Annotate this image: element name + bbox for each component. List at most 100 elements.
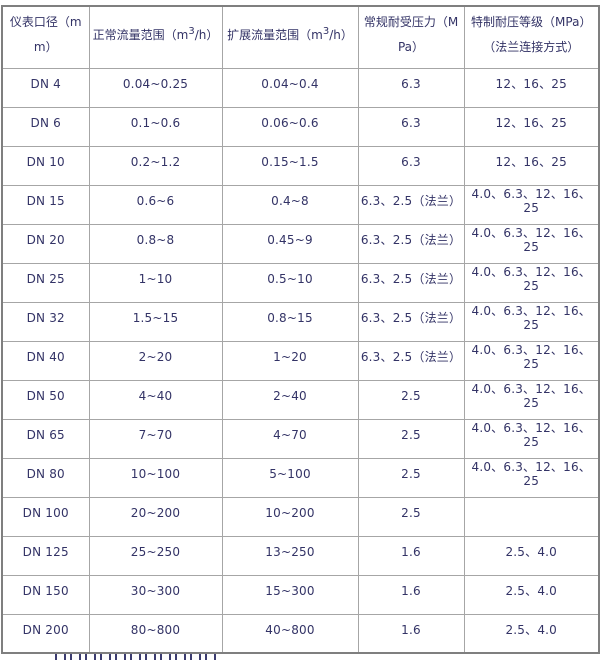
table-cell: 6.3、2.5（法兰） [357,340,465,381]
header-standard-pressure: 常规耐受压力（MPa） [357,5,465,69]
table-cell: 4.0、6.3、12、16、25 [463,457,600,498]
table-row: DN 6 0.1~0.6 0.06~0.6 6.3 12、16、25 [1,106,600,147]
table-cell: 6.3、2.5（法兰） [357,301,465,342]
table-row: DN 40 2~20 1~20 6.3、2.5（法兰） 4.0、6.3、12、16、25 [1,340,600,381]
table-cell: 2.5 [357,457,465,498]
table-row: DN 15 0.6~6 0.4~8 6.3、2.5（法兰） 4.0、6.3、12、16、… [1,184,600,225]
table-cell: 2.5、4.0 [463,574,600,615]
table-row: DN 125 25~250 13~250 1.6 2.5、4.0 [1,535,600,576]
table-cell: DN 20 [1,223,90,264]
table-cell: 1~20 [221,340,359,381]
table-cell: 0.2~1.2 [88,145,223,186]
table-row: DN 4 0.04~0.25 0.04~0.4 6.3 12、16、25 [1,67,600,108]
table-cell: DN 32 [1,301,90,342]
table-cell: 0.06~0.6 [221,106,359,147]
table-cell: 0.04~0.25 [88,67,223,108]
table-cell: DN 65 [1,418,90,459]
table-cell: 0.8~8 [88,223,223,264]
table-cell: 0.1~0.6 [88,106,223,147]
table-cell: 2.5 [357,379,465,420]
table-cell: 1.6 [357,574,465,615]
header-text: 正常流量范围（m [92,27,189,42]
table-cell: 20~200 [88,496,223,537]
table-cell: 6.3、2.5（法兰） [357,223,465,264]
header-special-pressure-rating: 特制耐压等级（MPa）（法兰连接方式） [463,5,600,69]
table-cell: 2~20 [88,340,223,381]
flow-meter-spec-table: 仪表口径（mm） 正常流量范围（m3/h） 扩展流量范围（m3/h） 常规耐受压… [1,5,600,654]
table-cell: 5~100 [221,457,359,498]
table-cell: 6.3 [357,106,465,147]
table-cell: 13~250 [221,535,359,576]
table-cell: DN 200 [1,613,90,654]
table-cell: 1.6 [357,535,465,576]
table-cell: 2.5、4.0 [463,613,600,654]
header-text: 扩展流量范围（m [227,27,323,42]
table-cell: 0.45~9 [221,223,359,264]
table-header: 仪表口径（mm） 正常流量范围（m3/h） 扩展流量范围（m3/h） 常规耐受压… [1,5,600,69]
table-row: DN 200 80~800 40~800 1.6 2.5、4.0 [1,613,600,654]
table-row: DN 10 0.2~1.2 0.15~1.5 6.3 12、16、25 [1,145,600,186]
table-row: DN 100 20~200 10~200 2.5 [1,496,600,537]
table-cell: 6.3、2.5（法兰） [357,262,465,303]
header-text: 特制耐压等级（MPa）（法兰连接方式） [471,15,592,55]
table-cell: DN 25 [1,262,90,303]
table-cell: 15~300 [221,574,359,615]
table-cell: 4.0、6.3、12、16、25 [463,379,600,420]
clipped-text-line [55,654,217,660]
table-cell: DN 40 [1,340,90,381]
table-cell: 4.0、6.3、12、16、25 [463,340,600,381]
table-cell: DN 100 [1,496,90,537]
table-cell: 1.6 [357,613,465,654]
table-cell: 2.5 [357,496,465,537]
table-cell: 0.5~10 [221,262,359,303]
table-cell: 4~40 [88,379,223,420]
header-normal-flow-range: 正常流量范围（m3/h） [88,5,223,69]
table-row: DN 20 0.8~8 0.45~9 6.3、2.5（法兰） 4.0、6.3、12、16… [1,223,600,264]
table-row: DN 150 30~300 15~300 1.6 2.5、4.0 [1,574,600,615]
table-cell: 6.3、2.5（法兰） [357,184,465,225]
table-cell: 6.3 [357,67,465,108]
table-row: DN 32 1.5~15 0.8~15 6.3、2.5（法兰） 4.0、6.3、12、1… [1,301,600,342]
table-row: DN 50 4~40 2~40 2.5 4.0、6.3、12、16、25 [1,379,600,420]
header-meter-diameter: 仪表口径（mm） [1,5,90,69]
table-row: DN 80 10~100 5~100 2.5 4.0、6.3、12、16、25 [1,457,600,498]
table-cell: DN 125 [1,535,90,576]
table-cell: DN 50 [1,379,90,420]
table-cell: 12、16、25 [463,145,600,186]
table-cell: 4.0、6.3、12、16、25 [463,262,600,303]
table-body: DN 4 0.04~0.25 0.04~0.4 6.3 12、16、25 DN 6 0.1~… [1,67,600,654]
table-cell: DN 15 [1,184,90,225]
table-header-row: 仪表口径（mm） 正常流量范围（m3/h） 扩展流量范围（m3/h） 常规耐受压… [1,5,600,69]
table-cell: 12、16、25 [463,67,600,108]
header-extended-flow-range: 扩展流量范围（m3/h） [221,5,359,69]
table-cell: 4.0、6.3、12、16、25 [463,223,600,264]
table-cell: 0.04~0.4 [221,67,359,108]
table-row: DN 65 7~70 4~70 2.5 4.0、6.3、12、16、25 [1,418,600,459]
table-cell: 10~100 [88,457,223,498]
table-cell: 25~250 [88,535,223,576]
table-cell: DN 80 [1,457,90,498]
table-cell: 0.8~15 [221,301,359,342]
table-cell: 12、16、25 [463,106,600,147]
header-sup: 3 [322,25,330,37]
table-cell: 1.5~15 [88,301,223,342]
table-cell: 0.6~6 [88,184,223,225]
table-cell: 1~10 [88,262,223,303]
table-cell: 40~800 [221,613,359,654]
table-cell: DN 6 [1,106,90,147]
table-cell: 4.0、6.3、12、16、25 [463,184,600,225]
table-cell: 80~800 [88,613,223,654]
header-text: /h） [329,27,353,42]
table-cell: 2.5 [357,418,465,459]
table-cell: 0.4~8 [221,184,359,225]
table-cell: 7~70 [88,418,223,459]
header-sup: 3 [188,25,195,37]
table-cell: 4.0、6.3、12、16、25 [463,418,600,459]
header-text: /h） [194,27,219,42]
table-cell: DN 150 [1,574,90,615]
table-cell: 6.3 [357,145,465,186]
header-text: 仪表口径（mm） [9,15,82,55]
table-cell: DN 10 [1,145,90,186]
table-row: DN 25 1~10 0.5~10 6.3、2.5（法兰） 4.0、6.3、12、16、… [1,262,600,303]
